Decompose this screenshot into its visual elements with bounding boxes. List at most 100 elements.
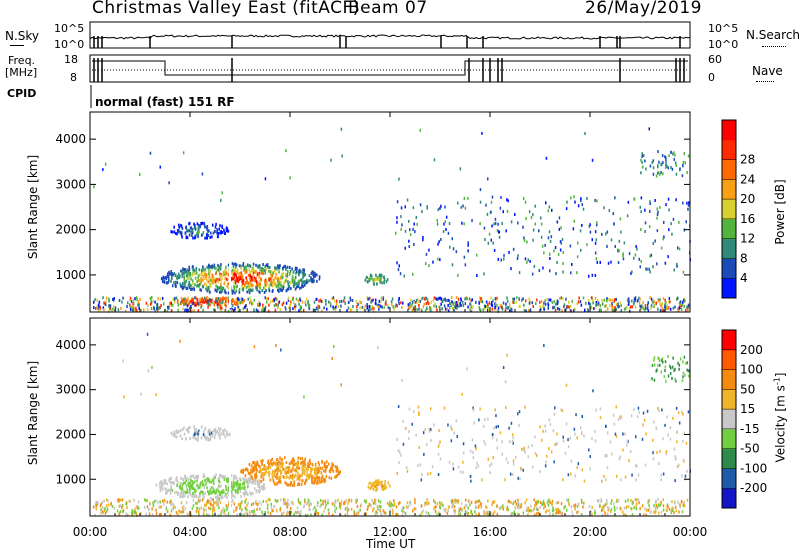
vel-cell: [179, 494, 181, 498]
vel-cell: [208, 513, 210, 517]
power-cell: [146, 307, 149, 311]
power-cell: [458, 302, 460, 306]
power-cell: [224, 308, 227, 312]
vel-cell: [305, 474, 308, 478]
noise-panel-frame: [89, 21, 691, 49]
power-cell: [328, 300, 330, 304]
vel-cell: [291, 460, 294, 464]
power-cell: [419, 128, 421, 132]
power-cell: [249, 281, 252, 285]
vel-cell: [275, 458, 278, 462]
power-cell: [93, 300, 95, 304]
vel-cell: [507, 508, 509, 512]
power-cell: [248, 288, 250, 292]
vel-cell: [323, 461, 326, 465]
power-cell: [274, 276, 276, 280]
vel-cell: [496, 512, 499, 516]
power-cell: [227, 309, 230, 313]
power-cell: [171, 303, 173, 307]
power-cell: [330, 304, 332, 308]
power-cell: [407, 303, 410, 307]
nave-label: Nave: [752, 64, 783, 78]
vel-cell: [147, 508, 150, 511]
vel-cell: [517, 506, 520, 510]
vel-cell: [297, 498, 300, 502]
power-cell: [673, 151, 675, 155]
power-cell: [672, 306, 675, 310]
power-cell: [423, 302, 425, 306]
power-cell: [515, 300, 517, 304]
power-cell: [174, 274, 177, 278]
power-cell: [555, 272, 557, 276]
vel-cell: [554, 442, 556, 446]
power-cell: [549, 239, 552, 243]
vel-cell: [189, 475, 192, 479]
power-cell: [655, 174, 658, 178]
power-cell: [426, 297, 429, 301]
vel-cell: [408, 437, 410, 440]
power-cell: [366, 303, 368, 306]
vel-cell: [181, 437, 183, 441]
vel-cell: [522, 511, 525, 515]
vel-cell: [210, 486, 213, 490]
vel-cell: [276, 462, 279, 466]
power-cell: [357, 302, 359, 306]
power-cell: [305, 303, 307, 307]
power-cell: [255, 308, 258, 312]
power-cell: [194, 224, 196, 228]
power-cell: [244, 271, 246, 274]
power-cell: [525, 217, 527, 221]
power-cell: [287, 296, 290, 300]
vel-cell: [414, 498, 416, 502]
power-cell: [415, 216, 418, 219]
vel-cell: [671, 365, 674, 369]
power-cell: [168, 181, 170, 185]
vel-cell: [276, 458, 279, 462]
vel-cell: [499, 506, 501, 510]
power-cell: [151, 296, 153, 299]
vel-cell: [158, 513, 161, 516]
power-cell: [129, 303, 131, 307]
vel-cell: [374, 502, 377, 506]
power-cell: [464, 302, 467, 306]
power-cell: [498, 230, 500, 234]
power-cell: [393, 307, 395, 311]
power-cell: [188, 229, 191, 233]
vel-cell: [372, 501, 375, 505]
power-cell: [258, 271, 261, 275]
power-cell: [663, 220, 665, 224]
velocity-cbar-label: Velocity [m s-1]: [773, 358, 788, 478]
vel-cell: [475, 500, 477, 504]
power-cell: [294, 282, 297, 286]
vel-cell: [683, 355, 686, 359]
vel-cell: [565, 422, 568, 426]
power-cell: [262, 286, 265, 290]
vel-cell: [274, 482, 276, 486]
power-cell: [207, 305, 209, 309]
power-cell: [220, 285, 222, 289]
vel-cell: [405, 426, 407, 430]
power-cell: [627, 200, 630, 204]
power-cell: [97, 303, 100, 307]
vel-cell: [95, 507, 98, 511]
power-cell: [177, 299, 179, 303]
vel-cell: [244, 468, 247, 472]
vel-cell: [284, 467, 287, 471]
vel-cell: [318, 469, 320, 473]
vel-cell: [543, 344, 545, 347]
vel-cell: [262, 513, 264, 517]
power-cell: [293, 301, 295, 305]
vel-cell: [441, 501, 443, 505]
vel-cell: [512, 502, 514, 506]
power-cell: [197, 231, 200, 235]
vel-cell: [514, 455, 517, 459]
power-cell: [656, 216, 658, 220]
vel-cell: [439, 501, 441, 504]
power-cell: [237, 280, 240, 284]
vel-cell: [487, 417, 489, 421]
power-cell: [139, 172, 141, 176]
vel-cell: [401, 506, 403, 510]
vel-cell: [195, 427, 197, 431]
vel-cell: [603, 510, 606, 514]
power-cell: [224, 288, 226, 292]
